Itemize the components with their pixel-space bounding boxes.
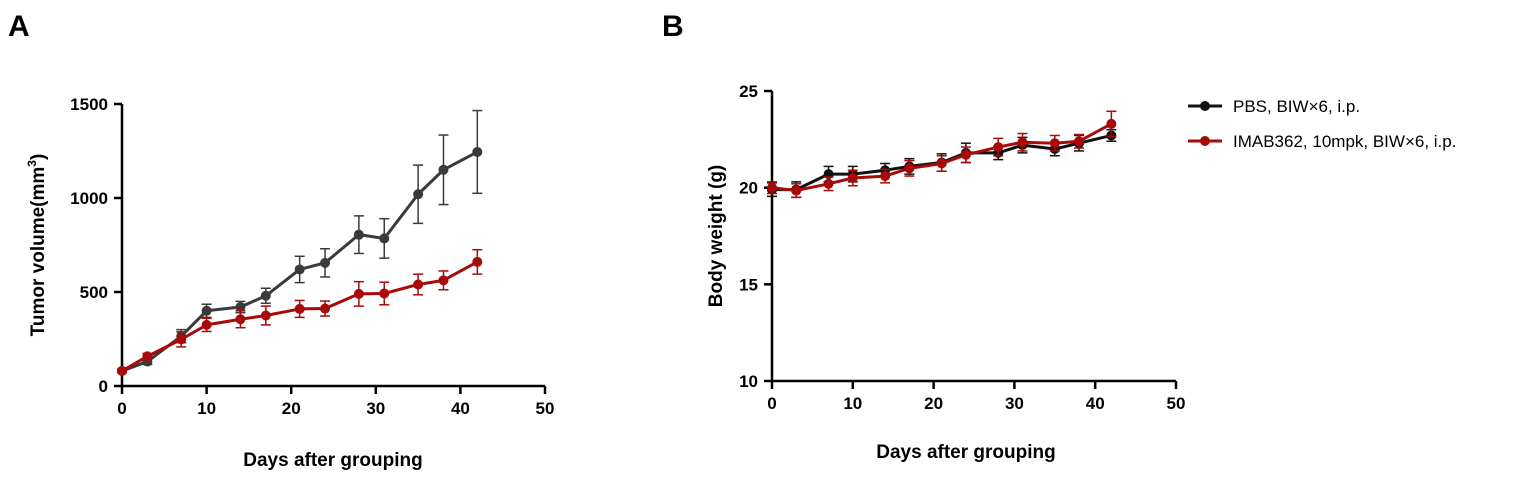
chart-b-series-2 — [767, 110, 1117, 199]
chart-a-data-point — [379, 288, 390, 299]
chart-a-y-tick-label: 0 — [99, 377, 108, 396]
chart-a-data-point — [176, 334, 187, 345]
chart-b-data-point — [1017, 137, 1028, 148]
chart-b-data-point — [791, 185, 802, 196]
chart-a-y-tick-label: 1500 — [70, 95, 108, 114]
chart-a-y-axis-title-sup: 3 — [25, 160, 39, 167]
legend-label-imab362: IMAB362, 10mpk, BIW×6, i.p. — [1233, 132, 1456, 151]
chart-b-data-point — [847, 173, 858, 183]
chart-a-data-point — [294, 303, 305, 314]
chart-a-data-point — [117, 365, 127, 376]
chart-a-data-point — [438, 164, 449, 175]
chart-b-x-tick-label: 0 — [767, 394, 776, 413]
chart-b-x-tick-label: 30 — [1005, 394, 1024, 413]
chart-a-x-tick-label: 0 — [117, 399, 126, 418]
chart-b-data-point — [1074, 136, 1085, 147]
chart-a-data-point — [320, 303, 331, 314]
chart-a-data-point — [260, 310, 271, 321]
chart-a-y-tick-label: 1000 — [70, 189, 108, 208]
chart-b-x-axis-title: Days after grouping — [876, 442, 1055, 463]
chart-a-x-tick-label: 10 — [197, 399, 216, 418]
chart-b-data-point — [960, 149, 971, 160]
chart-b-data-point — [1049, 138, 1060, 149]
chart-b-x-tick-label: 40 — [1086, 394, 1105, 413]
chart-a-data-point — [438, 275, 449, 286]
legend: PBS, BIW×6, i.p. IMAB362, 10mpk, BIW×6, … — [1188, 97, 1456, 151]
panel-label-b: B — [662, 10, 684, 43]
panel-label-a: A — [8, 10, 30, 43]
chart-a-data-point — [472, 146, 483, 157]
chart-a-data-point — [353, 229, 364, 240]
chart-a-x-axis-title: Days after grouping — [243, 450, 422, 471]
chart-a-data-point — [379, 233, 390, 244]
legend-swatch-marker-imab362 — [1200, 136, 1210, 146]
chart-a-x-tick-label: 20 — [282, 399, 301, 418]
chart-body-weight: 0 10 20 30 40 50 10 15 20 25 — [739, 82, 1185, 413]
chart-a-y-tick-label: 500 — [80, 283, 108, 302]
chart-a-data-point — [260, 290, 271, 301]
chart-b-data-point — [823, 178, 834, 189]
legend-swatch-marker-pbs — [1200, 101, 1210, 111]
legend-entry-pbs: PBS, BIW×6, i.p. — [1188, 97, 1360, 116]
chart-a-x-tick-label: 40 — [451, 399, 470, 418]
chart-a-series-2 — [117, 248, 483, 376]
legend-label-pbs: PBS, BIW×6, i.p. — [1233, 97, 1360, 116]
chart-b-data-point — [880, 171, 891, 182]
chart-a-y-axis-title-main: Tumor volume(mm — [28, 167, 49, 337]
chart-a-data-point — [413, 279, 424, 290]
chart-a-y-axis-title: Tumor volume(mm3) — [25, 154, 49, 337]
chart-b-y-tick-label: 10 — [739, 372, 758, 391]
chart-b-y-tick-label: 15 — [739, 275, 758, 294]
chart-b-data-point — [993, 142, 1004, 153]
chart-b-x-tick-label: 50 — [1167, 394, 1186, 413]
chart-a-data-point — [353, 288, 364, 299]
chart-a-data-point — [142, 351, 153, 362]
legend-entry-imab362: IMAB362, 10mpk, BIW×6, i.p. — [1188, 132, 1456, 151]
chart-b-data-point — [936, 158, 947, 169]
chart-a-data-point — [472, 256, 483, 267]
chart-a-data-point — [201, 305, 212, 316]
chart-a-data-point — [320, 257, 331, 268]
chart-a-data-point — [235, 314, 246, 325]
chart-b-y-tick-label: 20 — [739, 179, 758, 198]
chart-b-y-tick-label: 25 — [739, 82, 758, 101]
chart-a-x-tick-label: 30 — [366, 399, 385, 418]
chart-b-data-point — [1106, 118, 1117, 129]
chart-a-x-tick-label: 50 — [536, 399, 555, 418]
chart-b-y-axis-title: Body weight (g) — [706, 165, 727, 307]
chart-b-x-tick-label: 10 — [843, 394, 862, 413]
chart-a-data-point — [235, 302, 246, 313]
chart-a-data-point — [413, 189, 424, 200]
chart-b-x-tick-label: 20 — [924, 394, 943, 413]
chart-a-data-point — [294, 264, 305, 275]
chart-b-data-point — [904, 163, 915, 174]
chart-a-series-1 — [117, 109, 483, 376]
chart-a-data-point — [201, 319, 212, 330]
chart-b-data-point — [767, 182, 777, 193]
chart-a-y-axis-title-end: ) — [28, 154, 49, 160]
